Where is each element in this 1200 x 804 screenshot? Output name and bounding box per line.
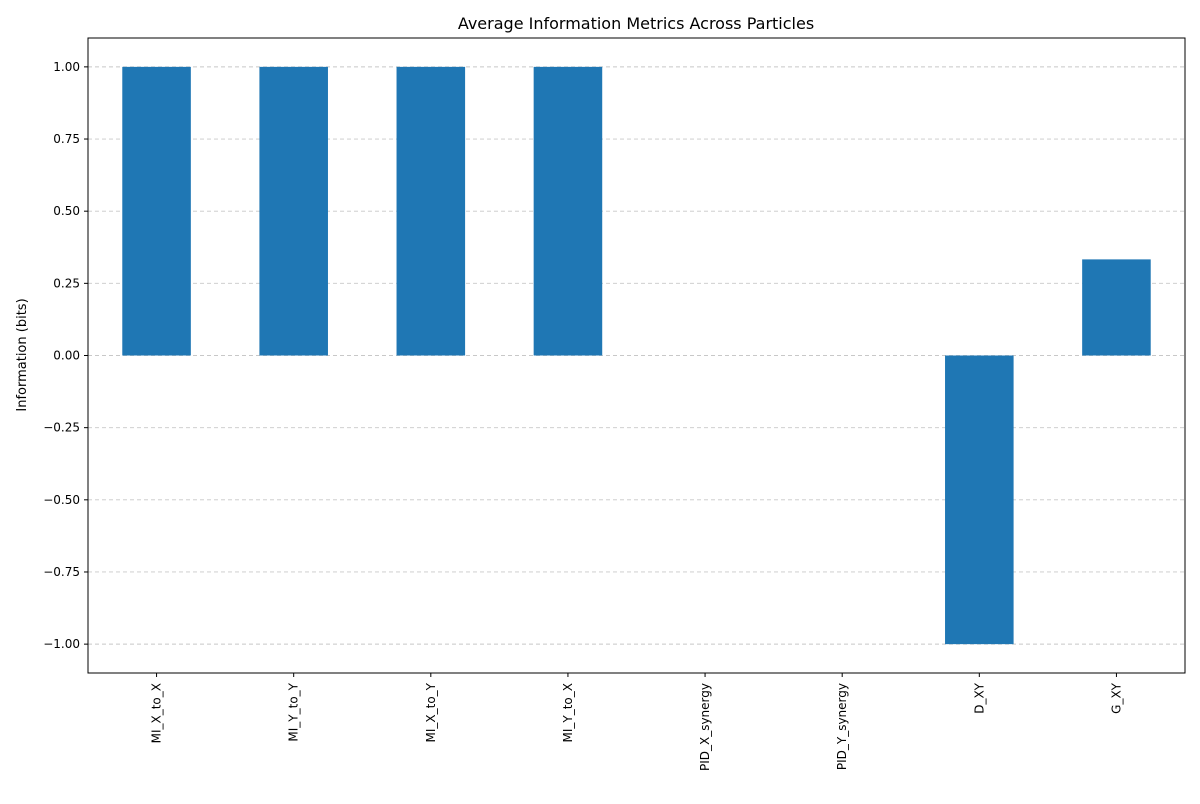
- y-tick-label: 0.75: [53, 132, 80, 146]
- bar-D_XY: [945, 355, 1014, 645]
- chart-title: Average Information Metrics Across Parti…: [458, 14, 814, 33]
- y-axis-label: Information (bits): [15, 298, 30, 411]
- bar-MI_X_to_Y: [396, 66, 466, 356]
- x-tick-label: PID_X_synergy: [698, 683, 712, 771]
- x-tick-label: MI_X_to_X: [150, 683, 164, 743]
- x-tick-label: MI_X_to_Y: [424, 682, 438, 742]
- x-tick-label: D_XY: [972, 682, 986, 713]
- y-tick-label: −0.50: [43, 493, 80, 507]
- x-tick-label: MI_Y_to_X: [561, 683, 575, 743]
- x-tick-label: PID_Y_synergy: [835, 683, 849, 770]
- bar-MI_Y_to_Y: [259, 66, 328, 356]
- y-tick-label: −1.00: [43, 637, 80, 651]
- x-tick-label: MI_Y_to_Y: [287, 682, 301, 741]
- y-tick-label: −0.25: [43, 421, 80, 435]
- x-tick-label: G_XY: [1109, 682, 1123, 714]
- y-ticks: −1.00 −0.75 −0.50 −0.25 0.00 0.25 0.50 0.75 1.00: [43, 60, 88, 651]
- y-tick-label: −0.75: [43, 565, 80, 579]
- y-tick-label: 0.25: [53, 276, 80, 290]
- y-tick-label: 0.00: [53, 349, 80, 363]
- grid-lines: [88, 66, 1185, 645]
- bar-MI_X_to_X: [122, 66, 191, 356]
- y-tick-label: 0.50: [53, 204, 80, 218]
- x-ticks: MI_X_to_X MI_Y_to_Y MI_X_to_Y MI_Y_to_X PID_…: [150, 673, 1123, 771]
- y-tick-label: 1.00: [53, 60, 80, 74]
- bars: [122, 66, 1151, 645]
- bar-MI_Y_to_X: [533, 66, 603, 356]
- bar-G_XY: [1082, 259, 1151, 356]
